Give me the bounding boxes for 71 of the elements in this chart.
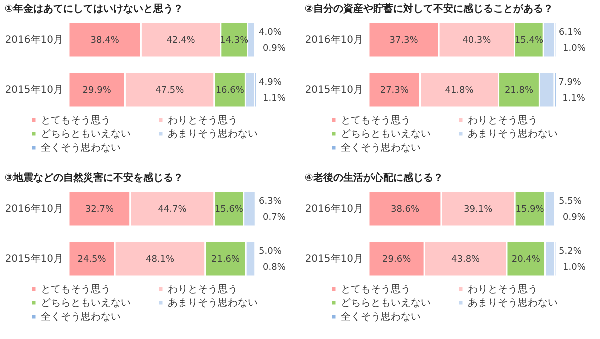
data-label: 21.8% xyxy=(504,86,534,96)
legend-label: あまりそう思わない xyxy=(168,298,258,309)
y-tick-label: 2015年10月 xyxy=(305,84,364,96)
legend-label: 全くそう思わない xyxy=(41,142,121,154)
data-label: 43.8% xyxy=(452,255,481,265)
legend-label: どちらともいえない xyxy=(341,298,431,309)
data-label: 1.1% xyxy=(562,94,586,104)
data-label: 47.5% xyxy=(156,86,185,96)
data-label: 15.9% xyxy=(516,205,545,215)
data-label: 7.9% xyxy=(558,78,582,88)
data-label: 16.6% xyxy=(216,86,245,96)
legend-label: わりとそう思う xyxy=(468,284,538,296)
data-label: 15.4% xyxy=(514,36,544,46)
legend-label: あまりそう思わない xyxy=(468,129,558,140)
y-tick-label: 2016年10月 xyxy=(305,34,364,46)
data-label: 1.1% xyxy=(263,94,286,104)
data-label: 32.7% xyxy=(85,205,114,215)
data-label: 39.1% xyxy=(464,205,494,215)
legend-label: どちらともいえない xyxy=(341,129,431,140)
data-label: 21.6% xyxy=(211,255,241,265)
legend-label: あまりそう思わない xyxy=(468,298,558,309)
chart-title: ③地震などの自然災害に不安を感じる？ xyxy=(4,172,184,184)
data-label: 29.9% xyxy=(82,86,112,96)
legend-label: わりとそう思う xyxy=(168,115,238,126)
legend-label: とてもそう思う xyxy=(341,115,411,126)
data-label: 29.6% xyxy=(382,255,412,265)
data-label: 0.9% xyxy=(563,213,586,223)
data-label: 38.6% xyxy=(390,205,420,215)
legend-label: 全くそう思わない xyxy=(41,311,121,323)
data-label: 41.8% xyxy=(445,86,474,96)
data-label: 44.7% xyxy=(158,205,188,215)
data-label: 5.0% xyxy=(259,247,282,257)
legend-label: あまりそう思わない xyxy=(168,129,258,140)
legend-label: とてもそう思う xyxy=(341,284,411,296)
data-label: 4.0% xyxy=(259,28,282,38)
y-tick-label: 2016年10月 xyxy=(305,203,364,215)
y-tick-label: 2015年10月 xyxy=(5,253,64,265)
data-label: 20.4% xyxy=(512,255,541,265)
chart-title: ①年金はあてにしてはいけないと思う？ xyxy=(4,3,184,15)
legend-label: わりとそう思う xyxy=(168,284,238,296)
data-label: 1.0% xyxy=(563,44,586,54)
data-label: 48.1% xyxy=(146,255,176,265)
data-label: 6.1% xyxy=(559,28,582,38)
data-label: 5.2% xyxy=(559,247,582,257)
legend-label: 全くそう思わない xyxy=(341,142,421,154)
data-label: 0.7% xyxy=(263,213,286,223)
chart-title: ②自分の資産や貯蓄に対して不安に感じることがある？ xyxy=(304,3,554,15)
chart-title: ④老後の生活が心配に感じる？ xyxy=(304,172,444,184)
legend-label: とてもそう思う xyxy=(41,284,111,296)
y-tick-label: 2015年10月 xyxy=(5,84,64,96)
y-tick-label: 2016年10月 xyxy=(5,34,64,46)
data-label: 6.3% xyxy=(259,197,282,207)
y-tick-label: 2015年10月 xyxy=(305,253,364,265)
data-label: 0.9% xyxy=(263,44,286,54)
data-label: 15.6% xyxy=(214,205,244,215)
y-tick-label: 2016年10月 xyxy=(5,203,64,215)
data-label: 24.5% xyxy=(78,255,107,265)
legend-label: どちらともいえない xyxy=(41,129,131,140)
data-label: 0.8% xyxy=(263,263,286,273)
data-label: 38.4% xyxy=(90,36,120,46)
legend-label: とてもそう思う xyxy=(41,115,111,126)
data-label: 27.3% xyxy=(380,86,410,96)
data-label: 37.3% xyxy=(390,36,419,46)
data-label: 42.4% xyxy=(166,36,196,46)
data-label: 4.9% xyxy=(259,78,282,88)
data-label: 5.5% xyxy=(559,197,582,207)
data-label: 1.0% xyxy=(563,263,586,273)
data-label: 40.3% xyxy=(462,36,492,46)
legend-label: 全くそう思わない xyxy=(341,311,421,323)
legend-label: わりとそう思う xyxy=(468,115,538,126)
legend-label: どちらともいえない xyxy=(41,298,131,309)
